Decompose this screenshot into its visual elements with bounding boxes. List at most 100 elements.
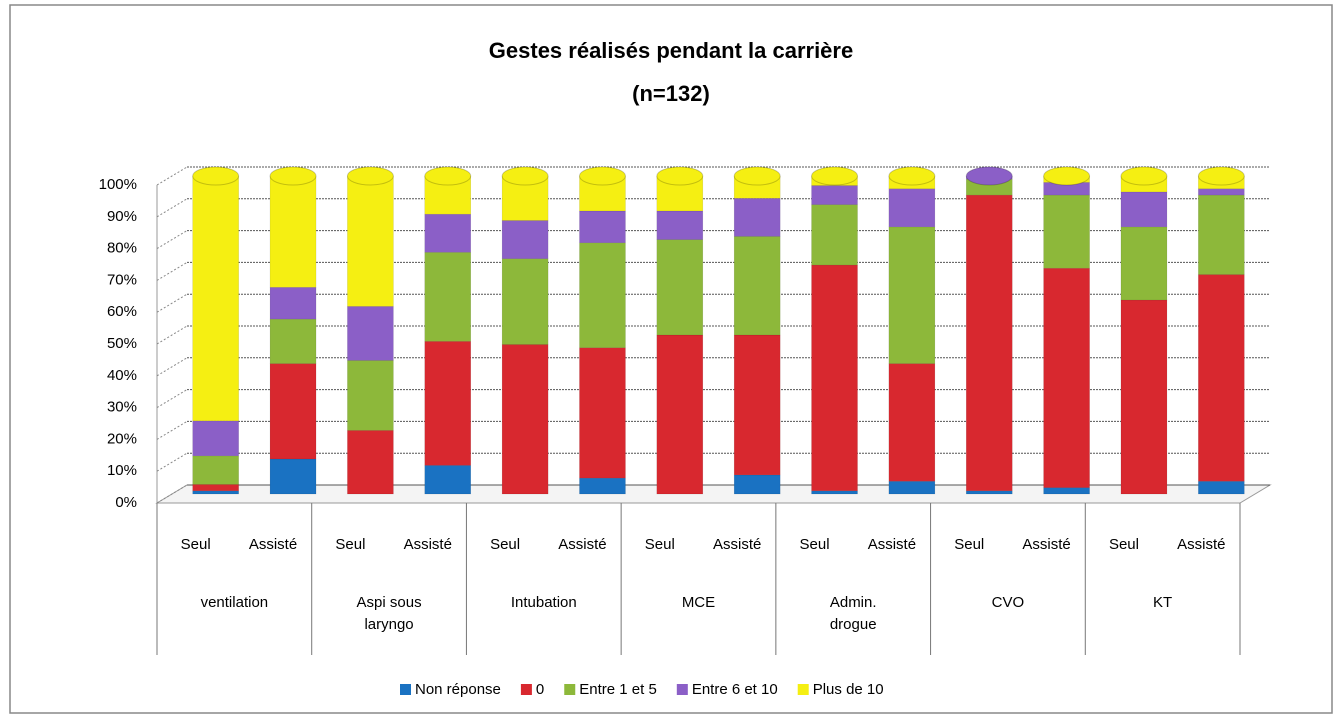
cylinder-cap bbox=[1120, 166, 1168, 186]
chart-title: Gestes réalisés pendant la carrière bbox=[489, 38, 853, 63]
cylinder-cap bbox=[269, 166, 317, 186]
cylinder-cap bbox=[424, 166, 472, 186]
bar-segment bbox=[811, 204, 858, 266]
bar-segment bbox=[192, 455, 239, 485]
y-tick-label: 100% bbox=[99, 176, 137, 193]
legend-swatch bbox=[564, 684, 576, 695]
cylinder-cap bbox=[578, 166, 626, 186]
grid-diag bbox=[156, 230, 188, 250]
bar-segment bbox=[269, 175, 317, 288]
bar-segment bbox=[424, 341, 471, 466]
x-tick-label: Assisté bbox=[404, 536, 452, 553]
grid-diag bbox=[156, 420, 188, 440]
grid-diag bbox=[156, 484, 188, 504]
bar-segment bbox=[269, 458, 317, 495]
grid-diag bbox=[156, 325, 188, 345]
x-tick-label: Assisté bbox=[249, 536, 297, 553]
group-label: Aspi sous laryngo bbox=[356, 594, 422, 633]
grid-diag bbox=[156, 293, 188, 313]
floor bbox=[155, 484, 1272, 504]
grid-diag bbox=[156, 198, 188, 218]
group-label: CVO bbox=[991, 594, 1025, 611]
bar-segment bbox=[1043, 487, 1090, 495]
bar-segment bbox=[347, 175, 394, 307]
cylinder-cap bbox=[965, 166, 1013, 186]
x-tick-label: Seul bbox=[490, 536, 520, 553]
bar-segment bbox=[579, 210, 626, 244]
bar-segment bbox=[347, 430, 394, 495]
grid-diag bbox=[156, 389, 188, 409]
y-tick-label: 40% bbox=[107, 367, 137, 384]
y-tick-label: 60% bbox=[107, 303, 137, 320]
cylinder-cap bbox=[888, 166, 936, 186]
bar-segment bbox=[501, 220, 549, 259]
legend-label: Non réponse bbox=[415, 681, 501, 698]
bar-segment bbox=[811, 490, 858, 495]
legend-label: Entre 1 et 5 bbox=[579, 681, 657, 698]
x-tick-label: Seul bbox=[1109, 536, 1139, 553]
legend-swatch bbox=[400, 684, 411, 695]
group-label: MCE bbox=[681, 594, 716, 611]
group-label: KT bbox=[1153, 594, 1173, 611]
bar-segment bbox=[269, 287, 317, 320]
bar-segment bbox=[347, 306, 394, 361]
legend-label: Plus de 10 bbox=[813, 681, 884, 698]
bar-segment bbox=[1198, 194, 1245, 275]
x-tick-label: Assisté bbox=[1177, 536, 1225, 553]
grid-diag bbox=[156, 357, 188, 377]
bar-segment bbox=[656, 239, 704, 336]
grid-diag bbox=[156, 261, 188, 281]
bar-segment bbox=[1043, 267, 1090, 488]
y-tick-label: 50% bbox=[107, 335, 137, 352]
grid-diag bbox=[156, 452, 188, 472]
x-tick-label: Seul bbox=[181, 536, 211, 553]
grid-diag bbox=[156, 166, 188, 186]
bar-segment bbox=[811, 264, 858, 492]
bar-segment bbox=[1120, 191, 1168, 228]
bar-segment bbox=[192, 420, 239, 457]
bar-segment bbox=[1198, 481, 1245, 495]
bar-segment bbox=[733, 334, 781, 476]
bar-segment bbox=[269, 318, 317, 364]
x-tick-label: Assisté bbox=[868, 536, 916, 553]
bar-segment bbox=[1198, 274, 1245, 482]
y-tick-label: 80% bbox=[107, 240, 137, 257]
x-tick-label: Seul bbox=[800, 536, 830, 553]
bar-segment bbox=[888, 363, 936, 482]
group-label: Admin. drogue bbox=[829, 594, 877, 633]
x-tick-label: Assisté bbox=[713, 536, 761, 553]
bar-segment bbox=[501, 344, 549, 495]
bar-segment bbox=[1120, 226, 1168, 301]
x-tick-label: Seul bbox=[335, 536, 365, 553]
bar-segment bbox=[192, 175, 239, 422]
bar-segment bbox=[192, 484, 239, 492]
cylinder-cap bbox=[733, 166, 781, 186]
cylinder-cap bbox=[811, 166, 859, 186]
legend-swatch bbox=[797, 684, 809, 695]
y-tick-label: 30% bbox=[107, 399, 137, 416]
y-tick-label: 70% bbox=[107, 271, 137, 288]
cylinder-cap bbox=[346, 166, 394, 186]
group-label: ventilation bbox=[200, 594, 269, 611]
cylinder-cap bbox=[501, 166, 549, 186]
bar-segment bbox=[579, 347, 626, 479]
bar-segment bbox=[1043, 194, 1090, 269]
bar-segment bbox=[888, 481, 936, 495]
group-label: Intubation bbox=[510, 594, 577, 611]
bar-segment bbox=[888, 188, 936, 228]
bar-segment bbox=[1120, 299, 1168, 495]
cylinder-cap bbox=[656, 166, 704, 186]
bar-segment bbox=[733, 236, 781, 336]
x-tick-label: Seul bbox=[954, 536, 984, 553]
bar-segment bbox=[733, 474, 781, 495]
bar-segment bbox=[811, 185, 858, 205]
bar-segment bbox=[656, 334, 704, 495]
bar-segment bbox=[347, 360, 394, 431]
chart-subtitle: (n=132) bbox=[632, 81, 710, 106]
chart-border bbox=[9, 4, 1333, 714]
bar-segment bbox=[501, 258, 549, 345]
bar-segment bbox=[424, 213, 471, 253]
bar-segment bbox=[656, 210, 704, 240]
x-tick-label: Seul bbox=[645, 536, 675, 553]
